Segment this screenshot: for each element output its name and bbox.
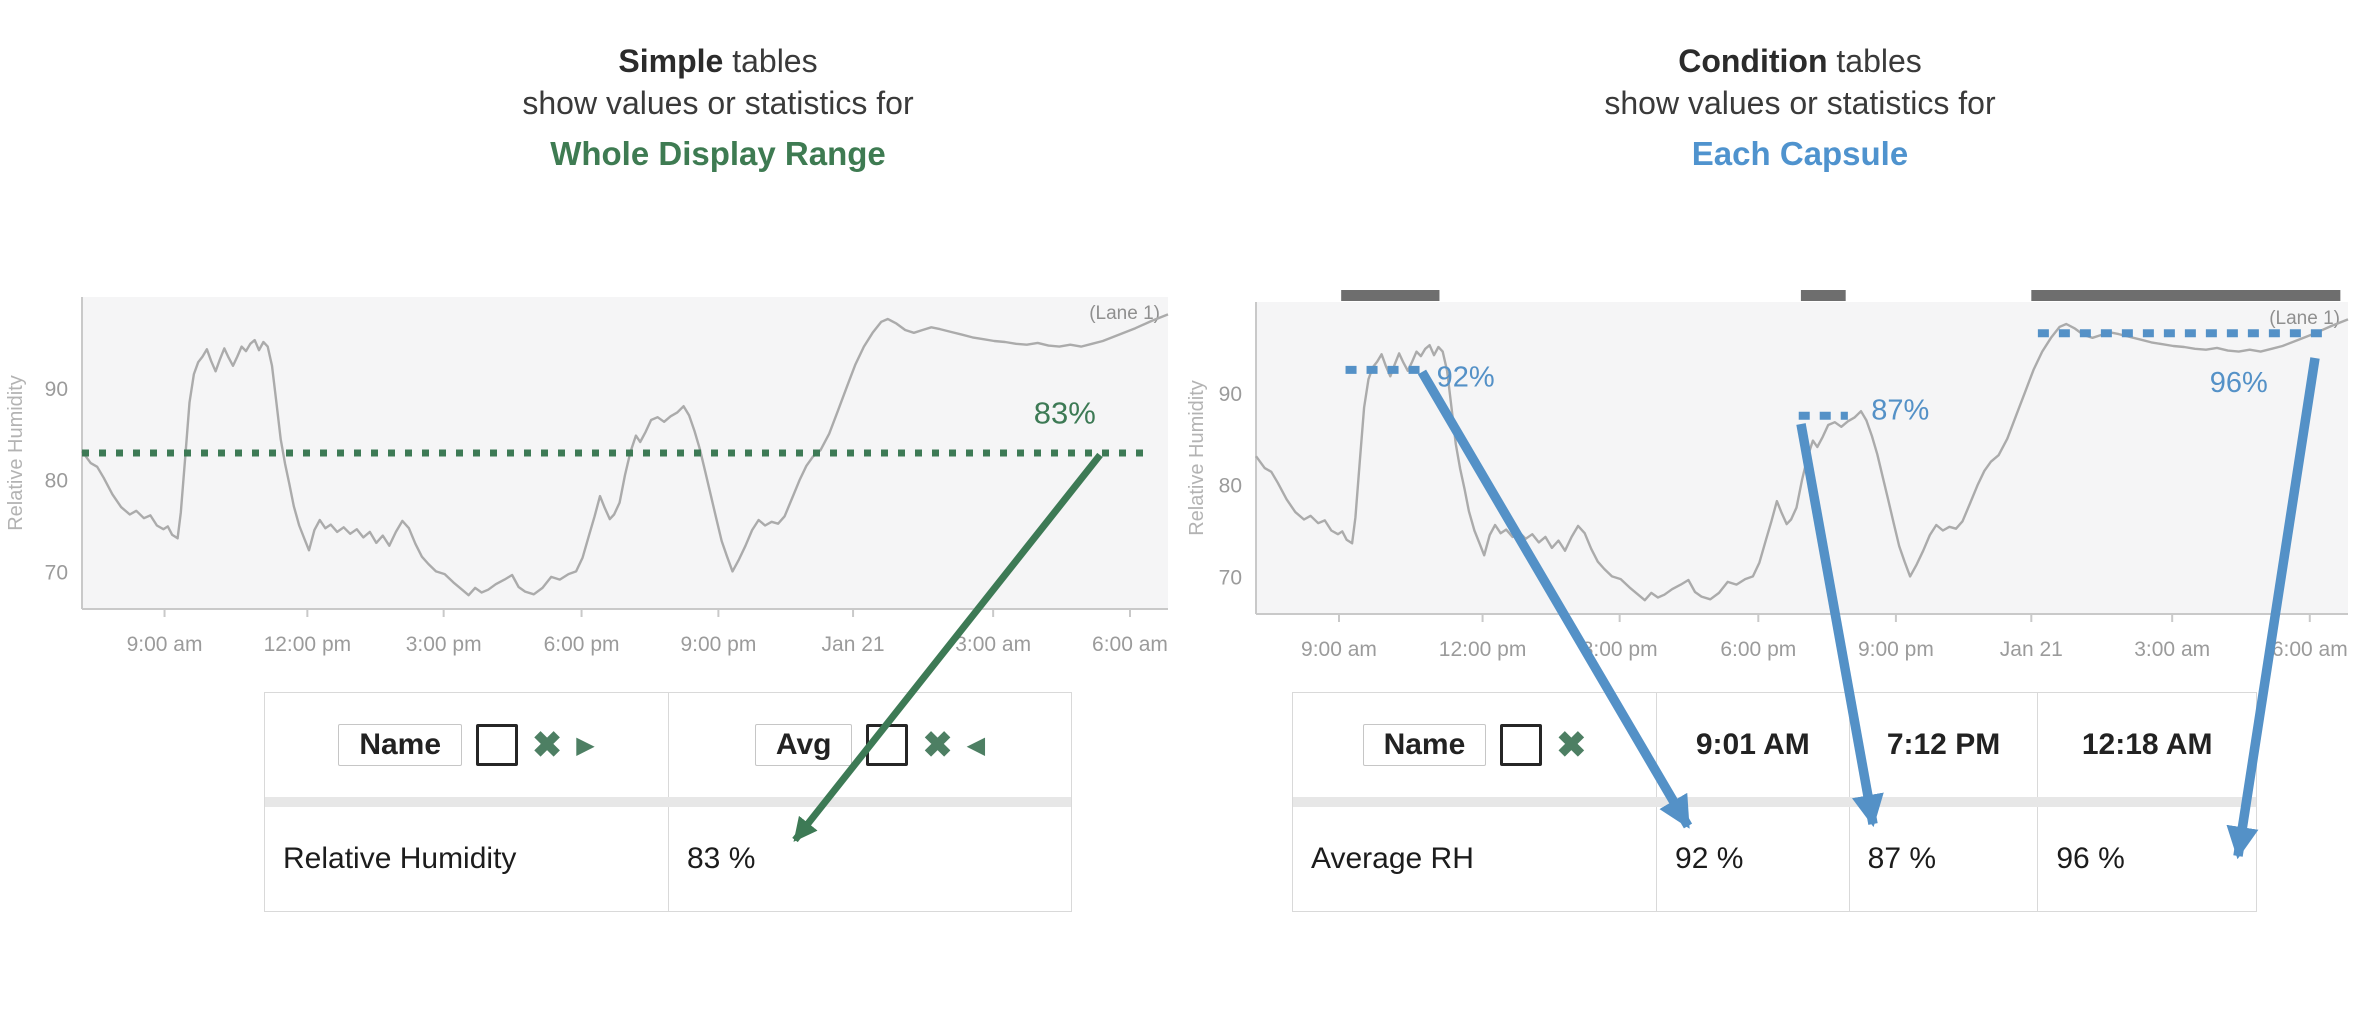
left-title-line2: show values or statistics for <box>522 85 914 122</box>
name-column-checkbox[interactable] <box>476 724 519 766</box>
y-tick-label: 90 <box>1219 383 1242 406</box>
lane-label: (Lane 1) <box>1089 303 1160 324</box>
trend-line <box>81 313 1169 597</box>
avg-value-cell: 83 % <box>668 807 1071 911</box>
x-tick-label: 6:00 am <box>1092 633 1168 656</box>
left-title-line1: Simple tables <box>618 43 818 79</box>
y-tick-label: 90 <box>45 378 68 401</box>
remove-name-column-icon[interactable]: ✖ <box>532 724 563 765</box>
average-value-label: 83% <box>1034 396 1096 431</box>
x-tick-label: 9:00 pm <box>1858 638 1934 661</box>
right-title-emphasis: Each Capsule <box>1691 135 1909 173</box>
capsule-1-column-header[interactable]: 9:01 AM <box>1656 693 1849 797</box>
condition-table: Name ✖ 9:01 AM 7:12 PM 12:18 AM Average … <box>1292 692 2257 912</box>
x-tick-label: 6:00 pm <box>1720 638 1796 661</box>
capsule-3-column-header[interactable]: 12:18 AM <box>2037 693 2256 797</box>
y-tick-label: 70 <box>45 561 68 584</box>
simple-table-header: Name ✖ ▶ Avg ✖ ◀ <box>265 693 1071 797</box>
table-header-separator <box>1293 797 2256 807</box>
x-tick-label: 9:00 am <box>1301 638 1377 661</box>
right-title-line1: Condition tables <box>1678 43 1922 79</box>
trend-line <box>1255 318 2349 602</box>
signal-name-cell: Average RH <box>1311 842 1474 875</box>
x-tick-label: 12:00 pm <box>1439 638 1527 661</box>
x-tick-label: 3:00 pm <box>1582 638 1658 661</box>
y-tick-label: 70 <box>1219 566 1242 589</box>
name-column-header[interactable]: Name ✖ <box>1293 693 1656 797</box>
capsule-bar[interactable] <box>1341 290 1440 301</box>
condition-table-header: Name ✖ 9:01 AM 7:12 PM 12:18 AM <box>1293 693 2256 797</box>
remove-avg-column-icon[interactable]: ✖ <box>922 724 953 765</box>
chart-right-svg: 9:00 am 12:00 pm 3:00 pm 6:00 pm 9:00 pm Jan … <box>1186 290 2349 661</box>
x-tick-label: 3:00 am <box>2134 638 2210 661</box>
capsule-bar[interactable] <box>2031 290 2341 301</box>
left-title-bold: Simple <box>618 43 724 79</box>
left-title-emphasis: Whole Display Range <box>550 135 886 173</box>
capsule-bar[interactable] <box>1800 290 1846 301</box>
x-tick-label: Jan 21 <box>2000 638 2063 661</box>
x-tick-label: 6:00 pm <box>544 633 620 656</box>
right-title: Condition tables show values or statisti… <box>1250 40 2350 176</box>
right-title-bold: Condition <box>1678 43 1828 79</box>
condition-trend-chart[interactable]: 9:00 am 12:00 pm 3:00 pm 6:00 pm 9:00 pm Jan … <box>1185 270 2369 690</box>
x-tick-label: 6:00 am <box>2272 638 2348 661</box>
x-tick-label: Jan 21 <box>822 633 885 656</box>
y-tick-label: 80 <box>1219 475 1242 498</box>
y-axis-title: Relative Humidity <box>5 375 27 531</box>
avg-column-header[interactable]: Avg ✖ ◀ <box>668 693 1071 797</box>
table-row: Average RH 92 % 87 % 96 % <box>1293 807 2256 911</box>
y-axis-title: Relative Humidity <box>1186 380 1208 536</box>
capsule-3-value-cell: 96 % <box>2037 807 2256 911</box>
capsule-1-value-cell: 92 % <box>1656 807 1849 911</box>
y-tick-label: 80 <box>45 470 68 493</box>
capsule-2-start-label: 7:12 PM <box>1886 728 2001 761</box>
table-header-separator <box>265 797 1071 807</box>
signal-name-cell: Relative Humidity <box>283 842 517 875</box>
x-tick-label: 3:00 pm <box>406 633 482 656</box>
x-tick-label: 9:00 am <box>127 633 203 656</box>
x-tick-label: 3:00 am <box>955 633 1031 656</box>
capsule-3-start-label: 12:18 AM <box>2081 728 2213 761</box>
move-column-left-icon[interactable]: ◀ <box>966 731 986 759</box>
avg-column-checkbox[interactable] <box>866 724 909 766</box>
simple-table: Name ✖ ▶ Avg ✖ ◀ Relative Humidity 83 % <box>264 692 1072 912</box>
right-title-line2: show values or statistics for <box>1604 85 1996 122</box>
name-header-button[interactable]: Name <box>1362 724 1487 766</box>
name-column-header[interactable]: Name ✖ ▶ <box>265 693 668 797</box>
left-title: Simple tables show values or statistics … <box>168 40 1268 176</box>
name-header-button[interactable]: Name <box>338 724 463 766</box>
capsule-average-label: 87% <box>1871 394 1929 426</box>
capsule-1-start-label: 9:01 AM <box>1695 728 1810 761</box>
capsule-average-label: 92% <box>1437 361 1495 393</box>
capsule-average-label: 96% <box>2210 367 2268 399</box>
table-row: Relative Humidity 83 % <box>265 807 1071 911</box>
x-tick-label: 9:00 pm <box>680 633 756 656</box>
plot-area[interactable] <box>1256 302 2348 614</box>
move-column-right-icon[interactable]: ▶ <box>576 731 595 759</box>
simple-trend-chart[interactable]: 9:00 am 12:00 pm 3:00 pm 6:00 pm 9:00 pm Jan … <box>0 270 1185 690</box>
capsule-2-column-header[interactable]: 7:12 PM <box>1848 693 2038 797</box>
x-tick-label: 12:00 pm <box>264 633 352 656</box>
chart-left-svg: 9:00 am 12:00 pm 3:00 pm 6:00 pm 9:00 pm Jan … <box>5 297 1169 656</box>
name-column-checkbox[interactable] <box>1500 724 1543 766</box>
avg-header-button[interactable]: Avg <box>754 724 853 766</box>
remove-name-column-icon[interactable]: ✖ <box>1556 724 1587 765</box>
capsule-2-value-cell: 87 % <box>1848 807 2038 911</box>
lane-label: (Lane 1) <box>2269 308 2340 329</box>
